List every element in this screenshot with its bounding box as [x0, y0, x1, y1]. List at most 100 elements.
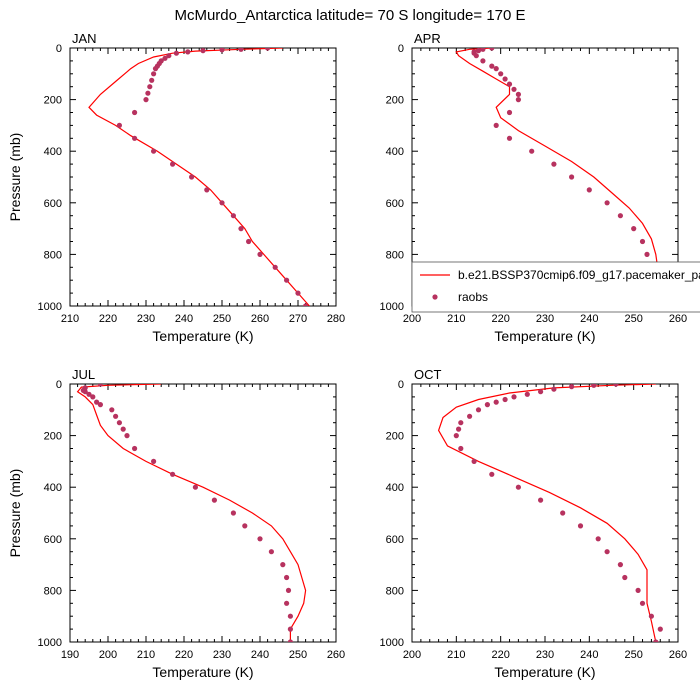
data-point-raobs	[192, 484, 198, 490]
y-tick-label: 600	[44, 198, 62, 210]
data-point-raobs	[124, 433, 130, 439]
x-tick-label: 210	[61, 313, 79, 325]
y-tick-label: 400	[386, 482, 404, 494]
y-tick-label: 1000	[38, 301, 62, 313]
panel-label: JAN	[72, 31, 97, 46]
data-point-raobs	[635, 587, 641, 594]
y-tick-label: 800	[386, 585, 404, 597]
plot-area	[437, 384, 663, 642]
data-point-raobs	[265, 48, 271, 51]
data-point-raobs	[484, 402, 490, 408]
data-point-raobs	[303, 303, 309, 306]
data-point-raobs	[113, 413, 119, 419]
data-point-raobs	[280, 562, 286, 568]
y-tick-label: 400	[386, 146, 404, 158]
y-tick-label: 1000	[38, 637, 62, 649]
data-point-raobs	[506, 81, 513, 87]
y-axis-label: Pressure (mb)	[7, 133, 23, 222]
legend-marker-swatch	[432, 294, 438, 300]
panel-label: JUL	[72, 367, 95, 382]
data-point-raobs	[502, 396, 508, 403]
y-tick-label: 200	[44, 431, 62, 443]
data-point-raobs	[86, 391, 92, 397]
data-point-raobs	[648, 613, 655, 619]
y-tick-label: 600	[386, 534, 404, 546]
data-point-raobs	[219, 200, 225, 206]
plot-area	[88, 48, 310, 306]
data-point-raobs	[287, 626, 293, 632]
data-point-raobs	[524, 391, 530, 397]
data-point-raobs	[82, 389, 88, 395]
data-point-raobs	[631, 226, 637, 232]
data-point-raobs	[617, 562, 624, 568]
data-point-raobs	[143, 97, 149, 103]
data-point-raobs	[287, 639, 293, 642]
y-tick-label: 400	[44, 482, 62, 494]
data-point-raobs	[162, 55, 168, 61]
data-point-raobs	[284, 277, 290, 283]
x-tick-label: 200	[403, 649, 421, 661]
data-point-raobs	[551, 161, 557, 167]
data-point-raobs	[149, 77, 155, 83]
data-point-raobs	[515, 97, 522, 103]
data-point-raobs	[493, 122, 499, 128]
data-point-raobs	[489, 48, 495, 51]
y-tick-label: 600	[386, 198, 404, 210]
data-point-raobs	[97, 384, 103, 387]
data-point-raobs	[458, 420, 464, 426]
data-point-raobs	[489, 471, 495, 477]
x-tick-label: 250	[624, 649, 642, 661]
data-point-raobs	[493, 399, 499, 405]
data-point-raobs	[170, 471, 176, 477]
plot-frame	[411, 383, 679, 643]
data-point-raobs	[586, 187, 592, 193]
figure-title: McMurdo_Antarctica latitude= 70 S longit…	[174, 7, 525, 24]
y-tick-label: 0	[56, 379, 62, 391]
data-point-raobs	[617, 213, 624, 219]
y-tick-label: 0	[398, 43, 404, 55]
data-point-raobs	[152, 66, 159, 72]
data-point-raobs	[147, 84, 153, 90]
data-point-raobs	[295, 290, 301, 296]
data-point-raobs	[498, 71, 504, 77]
x-tick-label: 270	[289, 313, 307, 325]
x-tick-label: 190	[61, 649, 79, 661]
y-tick-label: 200	[44, 95, 62, 107]
data-point-raobs	[538, 497, 544, 503]
data-point-raobs	[480, 48, 486, 52]
legend-label-model: b.e21.BSSP370cmip6.f09_g17.pacemaker_pac…	[458, 268, 700, 282]
data-point-raobs	[613, 384, 619, 387]
y-tick-label: 800	[44, 249, 62, 261]
x-tick-label: 240	[580, 649, 598, 661]
x-tick-label: 250	[213, 313, 231, 325]
data-point-raobs	[569, 174, 575, 180]
x-tick-label: 250	[289, 649, 307, 661]
data-point-raobs	[185, 49, 191, 55]
data-point-raobs	[285, 587, 292, 594]
data-point-raobs	[284, 574, 290, 581]
data-point-raobs	[120, 426, 126, 432]
data-point-raobs	[456, 426, 462, 432]
plot-frame	[69, 383, 337, 643]
data-point-raobs	[189, 174, 195, 180]
data-point-raobs	[257, 536, 263, 542]
data-point-raobs	[151, 458, 157, 464]
y-tick-label: 1000	[380, 637, 404, 649]
data-point-raobs	[538, 389, 544, 395]
data-point-raobs	[453, 433, 459, 439]
data-point-raobs	[506, 109, 513, 116]
data-point-raobs	[475, 48, 482, 54]
data-point-raobs	[502, 76, 508, 82]
data-point-raobs	[480, 58, 486, 64]
data-point-raobs	[151, 71, 157, 77]
data-point-raobs	[109, 407, 115, 413]
x-tick-label: 230	[536, 313, 554, 325]
y-axis-label: Pressure (mb)	[7, 469, 23, 558]
y-tick-label: 0	[398, 379, 404, 391]
x-tick-label: 260	[669, 649, 687, 661]
data-point-raobs	[639, 600, 646, 606]
data-point-raobs	[591, 384, 597, 388]
data-point-raobs	[200, 48, 206, 54]
data-point-raobs	[90, 394, 96, 400]
